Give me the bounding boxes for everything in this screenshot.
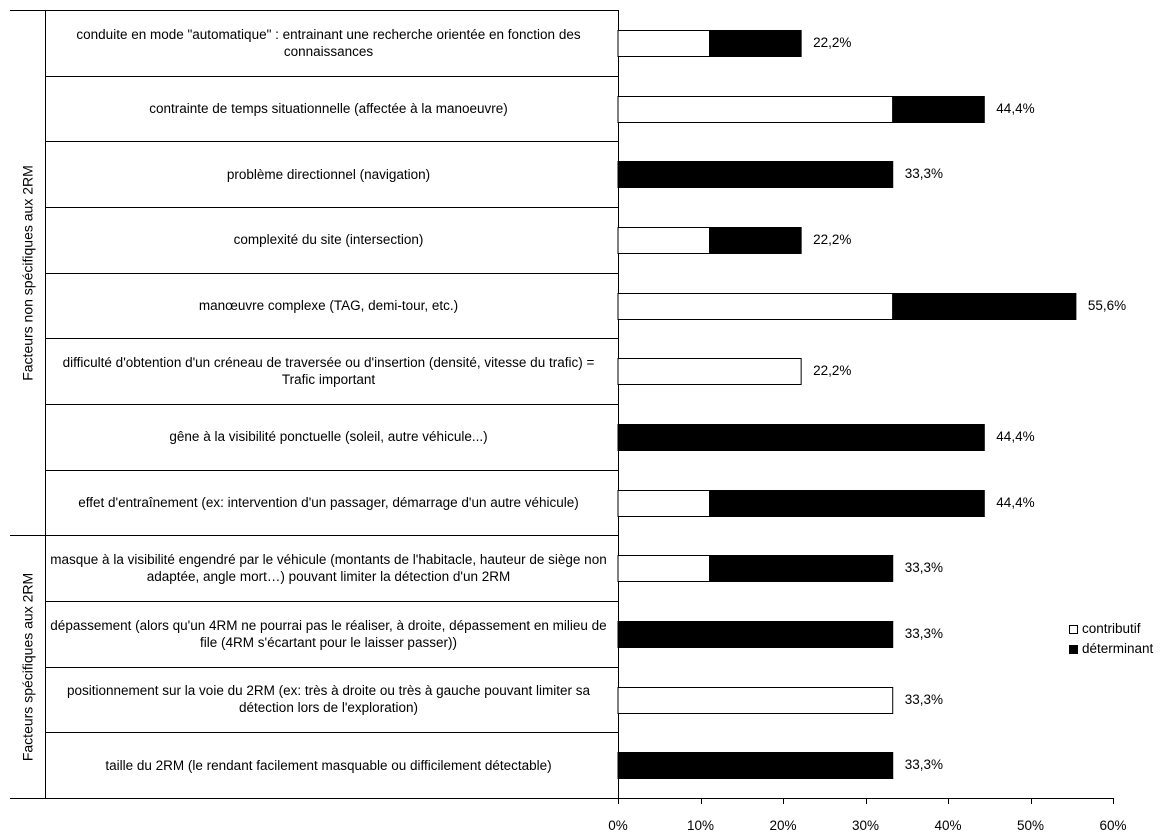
bar-contributif-5: [617, 358, 802, 385]
data-label-7: 44,4%: [996, 494, 1035, 510]
x-tick-label-1: 10%: [686, 818, 715, 833]
bar-dterminant-11: [617, 752, 894, 779]
bar-contributif-1: [617, 96, 894, 123]
legend: contributif déterminant: [1069, 619, 1153, 659]
data-label-3: 22,2%: [813, 231, 852, 247]
category-label-2: problème directionnel (navigation): [226, 166, 431, 182]
category-label-5: difficulté d'obtention d'un créneau de t…: [62, 355, 595, 388]
data-label-9: 33,3%: [904, 625, 943, 641]
x-tick-label-2: 20%: [769, 818, 797, 833]
x-tick-label-6: 60%: [1099, 818, 1127, 833]
category-label-4: manœuvre complexe (TAG, demi-tour, etc.): [198, 297, 459, 313]
category-label-10: positionnement sur la voie du 2RM (ex: t…: [66, 683, 591, 716]
x-tick-label-0: 0%: [608, 818, 628, 833]
bar-contributif-4: [617, 293, 894, 320]
data-label-8: 33,3%: [904, 560, 943, 576]
bar-dterminant-0: [709, 30, 802, 57]
x-tick-label-5: 50%: [1016, 818, 1045, 833]
bar-dterminant-4: [892, 293, 1077, 320]
bar-dterminant-9: [617, 621, 894, 648]
category-label-0: conduite en mode "automatique" : entrain…: [76, 26, 581, 59]
group-label-1: Facteurs spécifiques aux 2RM: [19, 572, 36, 761]
x-tick-label-4: 40%: [934, 818, 962, 833]
data-label-2: 33,3%: [904, 166, 943, 182]
bar-dterminant-6: [617, 424, 985, 451]
bar-contributif-0: [617, 30, 711, 57]
legend-swatch-contributif: [1069, 624, 1078, 634]
legend-label-contributif: contributif: [1082, 621, 1141, 636]
data-label-6: 44,4%: [996, 428, 1035, 444]
bar-contributif-3: [617, 227, 711, 254]
category-label-1: contrainte de temps situationnelle (affe…: [149, 100, 508, 116]
bar-contributif-10: [617, 687, 894, 714]
group-label-0: Facteurs non spécifiques aux 2RM: [19, 164, 36, 381]
legend-item-contributif: contributif: [1069, 619, 1153, 639]
bar-dterminant-8: [709, 555, 894, 582]
category-label-8: masque à la visibilité engendré par le v…: [50, 552, 607, 585]
bar-dterminant-2: [617, 161, 894, 188]
legend-label-determinant: déterminant: [1082, 641, 1154, 656]
data-label-4: 55,6%: [1087, 297, 1127, 313]
bar-dterminant-3: [709, 227, 802, 254]
category-label-7: effet d'entraînement (ex: intervention d…: [78, 494, 579, 510]
legend-item-determinant: déterminant: [1069, 639, 1153, 659]
bar-dterminant-7: [709, 490, 985, 517]
data-label-0: 22,2%: [813, 34, 852, 50]
legend-swatch-determinant: [1069, 644, 1078, 654]
data-label-5: 22,2%: [813, 363, 852, 379]
category-label-6: gêne à la visibilité ponctuelle (soleil,…: [169, 429, 488, 445]
category-label-11: taille du 2RM (le rendant facilement mas…: [105, 757, 552, 773]
data-label-11: 33,3%: [904, 757, 943, 773]
data-label-10: 33,3%: [904, 691, 943, 707]
bar-contributif-8: [617, 555, 711, 582]
x-tick-label-3: 30%: [851, 818, 880, 833]
category-label-3: complexité du site (intersection): [233, 232, 424, 248]
bar-contributif-7: [617, 490, 711, 517]
data-label-1: 44,4%: [996, 100, 1035, 116]
bar-dterminant-1: [892, 96, 985, 123]
category-label-9: dépassement (alors qu'un 4RM ne pourrai …: [50, 617, 607, 650]
